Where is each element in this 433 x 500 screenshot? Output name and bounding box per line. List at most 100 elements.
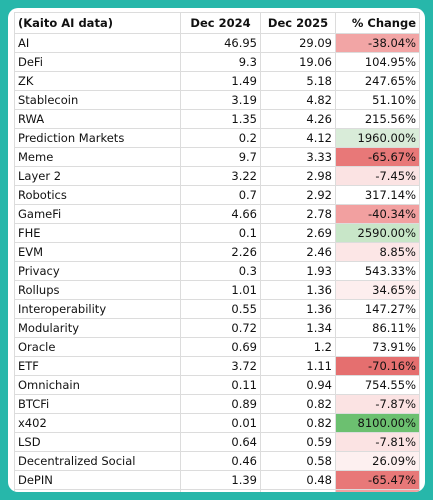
- row-label: Prediction Markets: [14, 128, 181, 148]
- table-row: Rollups 1.01 1.36 34.65%: [14, 280, 420, 300]
- cell: 0.58: [260, 451, 336, 471]
- cell: 0.82: [260, 413, 336, 433]
- cell: 0.1: [180, 223, 261, 243]
- row-label: Privacy: [14, 261, 181, 281]
- cell: 2590.00%: [335, 223, 420, 243]
- cell: -70.16%: [335, 356, 420, 376]
- table-row: EVM 2.26 2.46 8.85%: [14, 242, 420, 262]
- row-label: Oracle: [14, 337, 181, 357]
- cell: 29.09: [260, 33, 336, 53]
- row-label: Rollups: [14, 280, 181, 300]
- table-row: Robotics 0.7 2.92 317.14%: [14, 185, 420, 205]
- table-row: RWA 1.35 4.26 215.56%: [14, 109, 420, 129]
- cell: 0.46: [180, 451, 261, 471]
- cell: 5.18: [260, 71, 336, 91]
- cell: 4.66: [180, 204, 261, 224]
- cell: -40.85%: [335, 489, 420, 492]
- row-label: DePIN: [14, 470, 181, 490]
- cell: 3.19: [180, 90, 261, 110]
- cell: 6.39: [180, 489, 261, 492]
- cell: 754.55%: [335, 375, 420, 395]
- cell: 9.7: [180, 147, 261, 167]
- data-table: (Kaito AI data) Dec 2024 Dec 2025% Change A…: [14, 12, 420, 492]
- cell: 0.72: [180, 318, 261, 338]
- row-label: Omnichain: [14, 375, 181, 395]
- table-row: ZK 1.49 5.18 247.65%: [14, 71, 420, 91]
- table-row: Others6.393.78-40.85%: [14, 489, 420, 492]
- table-row: Layer 2 3.22 2.98 -7.45%: [14, 166, 420, 186]
- row-label: AI: [14, 33, 181, 53]
- header-cell: % Change: [335, 12, 420, 34]
- cell: 2.98: [260, 166, 336, 186]
- cell: 1.93: [260, 261, 336, 281]
- cell: 0.59: [260, 432, 336, 452]
- row-label: RWA: [14, 109, 181, 129]
- cell: 3.78: [260, 489, 336, 492]
- cell: 147.27%: [335, 299, 420, 319]
- header-cell: Dec 2025: [260, 12, 336, 34]
- row-label: Decentralized Social: [14, 451, 181, 471]
- cell: 8.85%: [335, 242, 420, 262]
- table-row: Meme 9.7 3.33 -65.67%: [14, 147, 420, 167]
- cell: 73.91%: [335, 337, 420, 357]
- table-row: Modularity 0.72 1.34 86.11%: [14, 318, 420, 338]
- cell: 247.65%: [335, 71, 420, 91]
- table-row: ETF 3.72 1.11 -70.16%: [14, 356, 420, 376]
- header-row: (Kaito AI data) Dec 2024 Dec 2025% Change: [14, 12, 420, 34]
- cell: 0.82: [260, 394, 336, 414]
- cell: 2.69: [260, 223, 336, 243]
- cell: 0.89: [180, 394, 261, 414]
- row-label: LSD: [14, 432, 181, 452]
- cell: 0.11: [180, 375, 261, 395]
- cell: -7.45%: [335, 166, 420, 186]
- table-row: x402 0.01 0.82 8100.00%: [14, 413, 420, 433]
- row-label: Modularity: [14, 318, 181, 338]
- cell: 1.11: [260, 356, 336, 376]
- cell: 1960.00%: [335, 128, 420, 148]
- cell: 104.95%: [335, 52, 420, 72]
- cell: 1.36: [260, 280, 336, 300]
- cell: 1.2: [260, 337, 336, 357]
- row-label: EVM: [14, 242, 181, 262]
- cell: 4.12: [260, 128, 336, 148]
- table-card: (Kaito AI data) Dec 2024 Dec 2025% Change A…: [8, 8, 425, 492]
- table-row: BTCFi 0.89 0.82 -7.87%: [14, 394, 420, 414]
- row-label: DeFi: [14, 52, 181, 72]
- cell: 9.3: [180, 52, 261, 72]
- row-label: Meme: [14, 147, 181, 167]
- cell: 34.65%: [335, 280, 420, 300]
- row-label: FHE: [14, 223, 181, 243]
- cell: -40.34%: [335, 204, 420, 224]
- cell: 0.55: [180, 299, 261, 319]
- table-row: Omnichain 0.11 0.94 754.55%: [14, 375, 420, 395]
- cell: -38.04%: [335, 33, 420, 53]
- cell: 0.2: [180, 128, 261, 148]
- table-row: Decentralized Social 0.46 0.58 26.09%: [14, 451, 420, 471]
- table-row: Oracle 0.69 1.2 73.91%: [14, 337, 420, 357]
- cell: 0.3: [180, 261, 261, 281]
- cell: 46.95: [180, 33, 261, 53]
- cell: 2.26: [180, 242, 261, 262]
- table-row: LSD 0.64 0.59 -7.81%: [14, 432, 420, 452]
- cell: 4.82: [260, 90, 336, 110]
- row-label: Layer 2: [14, 166, 181, 186]
- cell: 4.26: [260, 109, 336, 129]
- cell: 215.56%: [335, 109, 420, 129]
- row-label: Robotics: [14, 185, 181, 205]
- cell: 0.48: [260, 470, 336, 490]
- cell: 1.39: [180, 470, 261, 490]
- row-label: Stablecoin: [14, 90, 181, 110]
- cell: 543.33%: [335, 261, 420, 281]
- cell: 26.09%: [335, 451, 420, 471]
- table-row: Interoperability 0.55 1.36 147.27%: [14, 299, 420, 319]
- cell: 86.11%: [335, 318, 420, 338]
- table-row: GameFi 4.66 2.78 -40.34%: [14, 204, 420, 224]
- row-label: ETF: [14, 356, 181, 376]
- cell: 0.01: [180, 413, 261, 433]
- table-row: DePIN 1.39 0.48 -65.47%: [14, 470, 420, 490]
- cell: 1.35: [180, 109, 261, 129]
- table-row: AI 46.95 29.09 -38.04%: [14, 33, 420, 53]
- cell: 3.22: [180, 166, 261, 186]
- row-label: x402: [14, 413, 181, 433]
